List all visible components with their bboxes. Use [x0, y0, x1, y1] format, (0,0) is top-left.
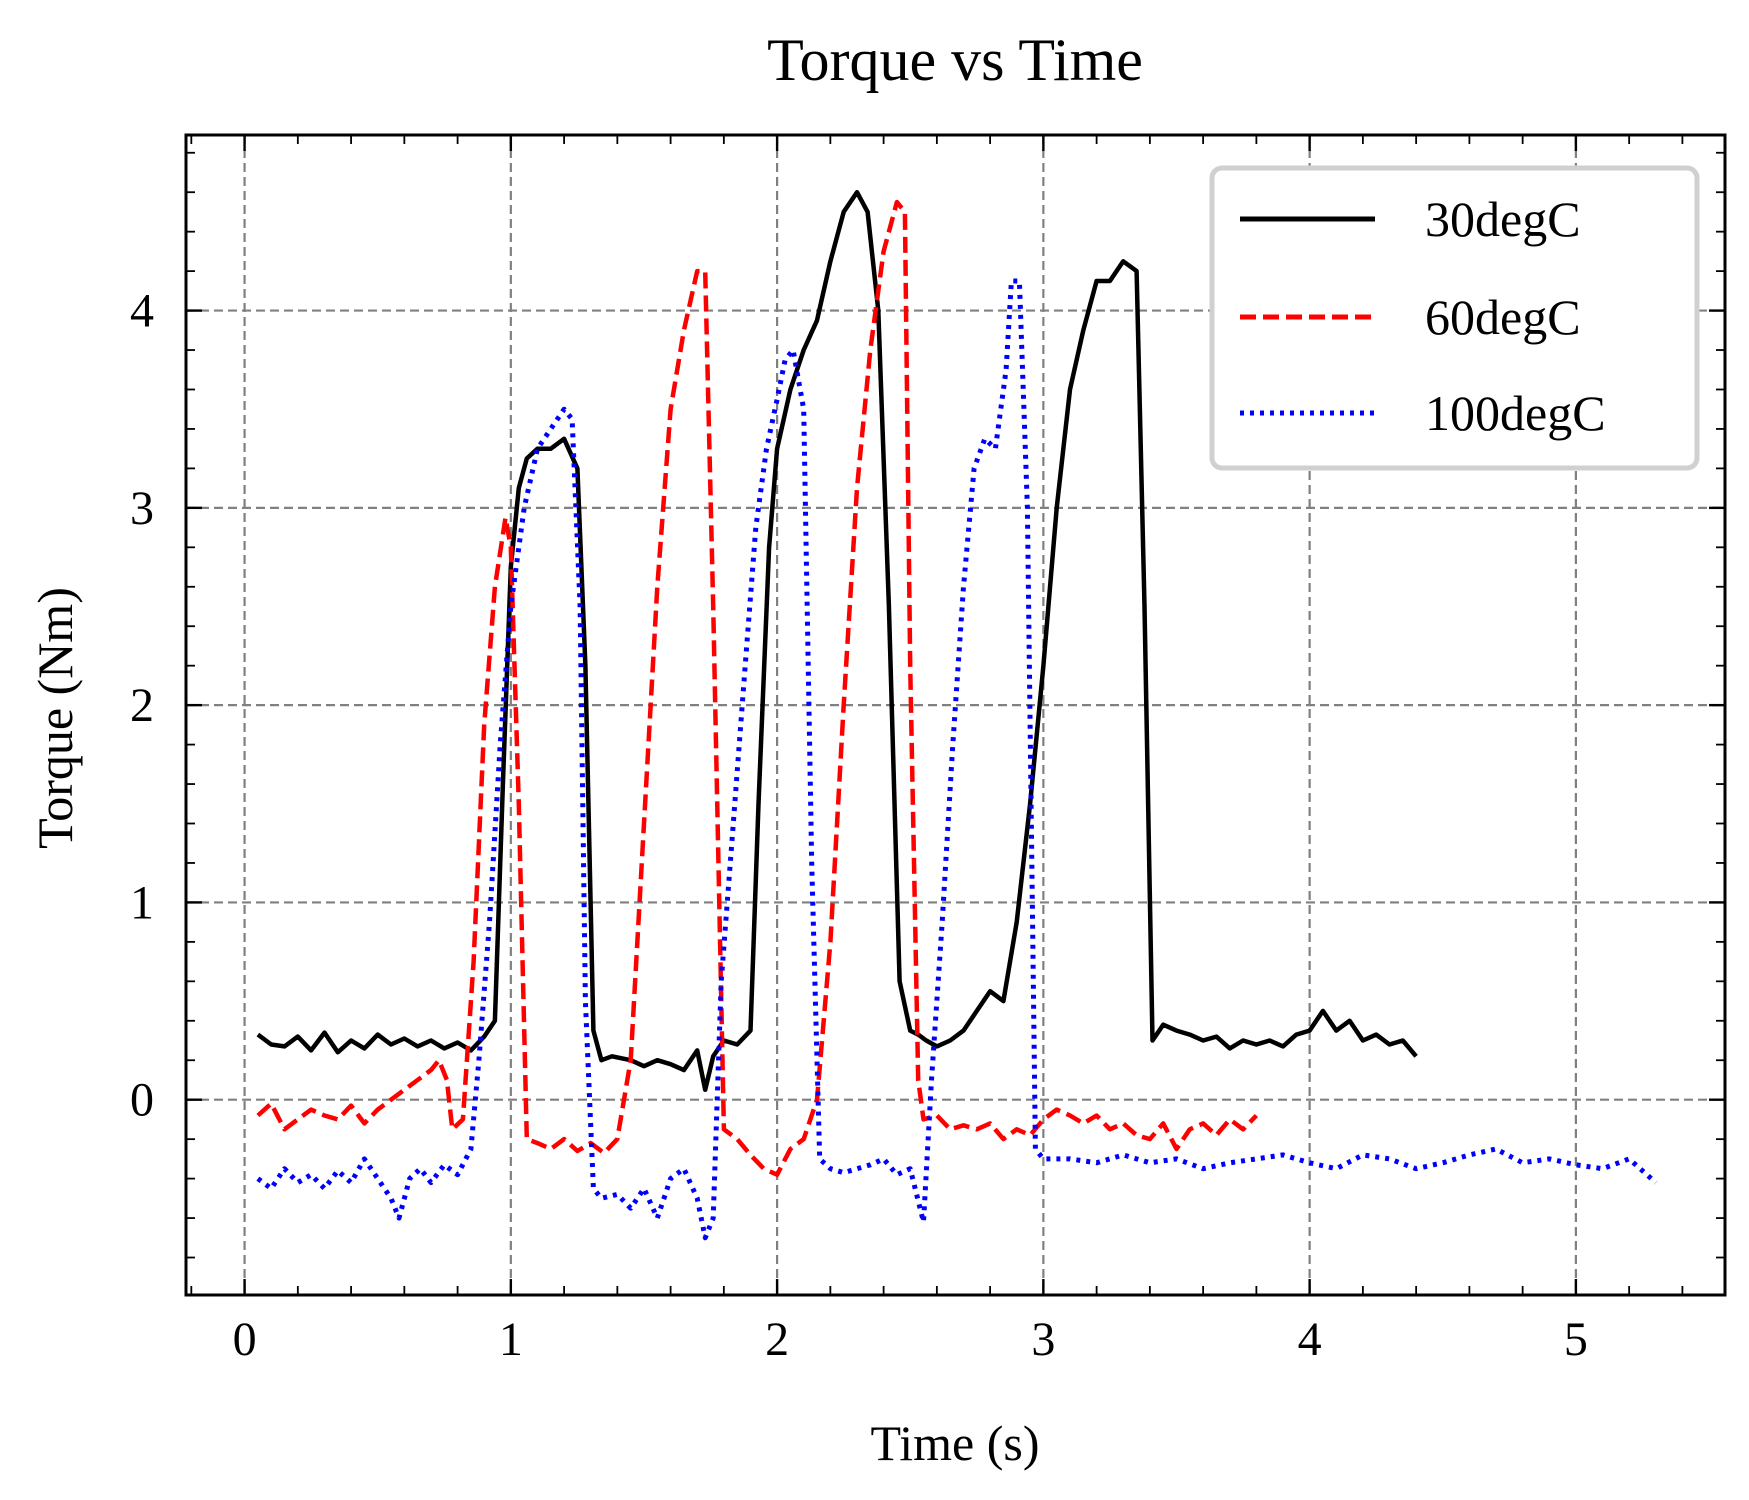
legend: 30degC 60degC 100degC [1209, 165, 1700, 471]
y-axis-label: Torque (Nm) [27, 587, 83, 849]
legend-label-30degc: 30degC [1425, 191, 1581, 247]
y-tick-label: 0 [130, 1074, 154, 1127]
tick-labels: 0 1 2 3 4 5 0 1 2 3 4 [130, 285, 1588, 1366]
x-tick-label: 0 [233, 1313, 257, 1366]
legend-label-100degc: 100degC [1425, 385, 1606, 441]
x-tick-label: 1 [499, 1313, 523, 1366]
plot-frame [184, 133, 1727, 1297]
legend-box [1209, 165, 1700, 471]
y-tick-label: 2 [130, 679, 154, 732]
legend-label-60degc: 60degC [1425, 289, 1581, 345]
series-group [256, 189, 1658, 1241]
series-line-60degc [256, 199, 1259, 1177]
x-tick-label: 3 [1031, 1313, 1055, 1366]
x-tick-label: 4 [1298, 1313, 1322, 1366]
y-tick-label: 3 [130, 482, 154, 535]
chart-title: Torque vs Time [767, 27, 1143, 93]
x-tick-label: 2 [765, 1313, 789, 1366]
y-tick-label: 4 [130, 285, 154, 338]
x-tick-label: 5 [1564, 1313, 1588, 1366]
y-tick-label: 1 [130, 876, 154, 929]
x-axis-label: Time (s) [870, 1415, 1039, 1471]
